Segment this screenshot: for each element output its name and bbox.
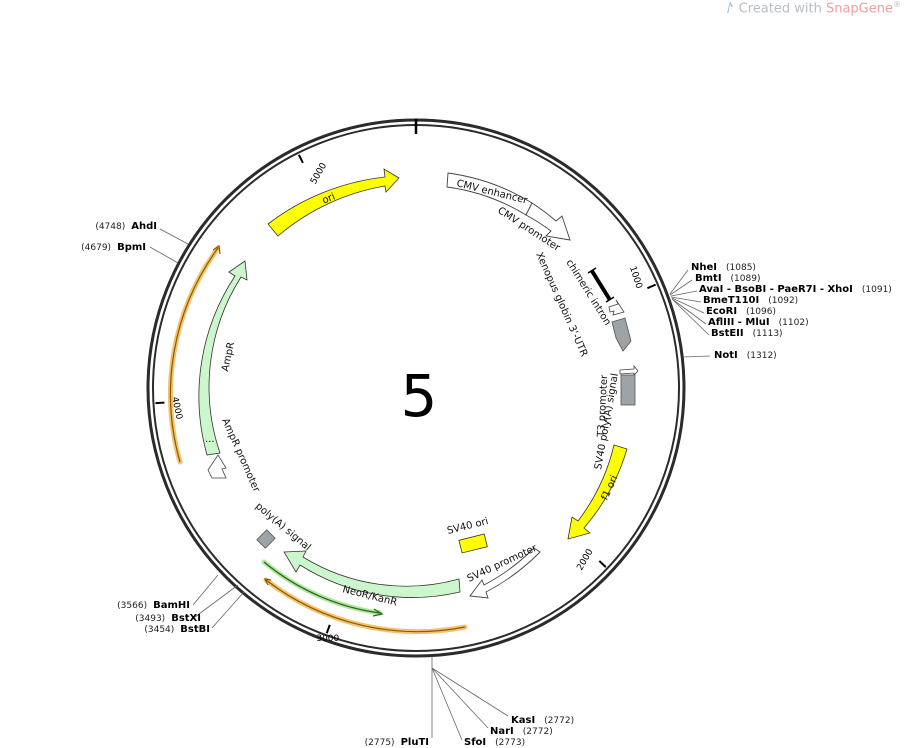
site-name[interactable]: KasI: [511, 715, 535, 726]
site-position: (1091): [862, 285, 892, 295]
site-name[interactable]: BmtI: [695, 273, 722, 284]
orf-line-neor: [261, 559, 384, 617]
feature-label-ori: ori: [321, 191, 337, 206]
site-position: (2775): [365, 738, 395, 748]
feature-label-ampr-promoter: AmpR promoter: [219, 417, 262, 495]
site-labels-bottom: KasI (2772)NarI (2772)SfoI (2773)PluTI(2775…: [365, 715, 574, 748]
site-name[interactable]: BstEII: [711, 328, 744, 339]
feature-ampr-ellipsis: ...: [205, 434, 215, 445]
feature-polya-signal[interactable]: poly(A) signal: [253, 501, 313, 554]
site-position: (2772): [544, 716, 574, 726]
feature-label-xenopus-utr: Xenopus globin 3'-UTR: [533, 251, 589, 359]
tick-mark: [297, 154, 304, 164]
site-name[interactable]: AvaI - BsoBI - PaeR7I - XhoI: [699, 284, 853, 295]
tick-mark: [325, 624, 331, 634]
site-position: (3454): [144, 625, 174, 635]
sites-right: [669, 269, 711, 358]
site-name[interactable]: SfoI: [464, 737, 486, 748]
site-leaders-left: [149, 228, 245, 629]
site-position: (3493): [135, 614, 165, 624]
site-position: (1113): [753, 329, 783, 339]
site-labels-left: AhdI (4748) BpmI (4679) BamHI (3566) BstXI (349…: [81, 221, 210, 635]
site-name[interactable]: PluTI: [401, 737, 429, 748]
site-name[interactable]: AhdI: [131, 221, 157, 232]
site-position: (1102): [779, 318, 809, 328]
feature-cmv-promoter[interactable]: CMV promoter: [495, 202, 571, 254]
site-name[interactable]: EcoRI: [706, 306, 737, 317]
site-name[interactable]: BstXI: [171, 613, 201, 624]
site-position: (1085): [726, 263, 756, 273]
orf-line-left: [168, 244, 221, 465]
watermark-mark: ®: [893, 0, 901, 9]
tick-label: 5000: [309, 161, 329, 186]
feature-neor-kanr[interactable]: NeoR/KanR: [283, 550, 461, 608]
site-labels-right: NheI (1085) BmtI (1089)AvaI - BsoBI - PaeR7…: [691, 262, 892, 361]
feature-label-cmv-enhancer: CMV enhancer: [455, 178, 529, 206]
feature-sv40-ori[interactable]: SV40 ori: [446, 516, 490, 554]
tick-mark: [646, 283, 657, 290]
site-position: (1312): [747, 351, 777, 361]
tick-mark: [155, 401, 165, 405]
feature-t3-promoter[interactable]: T3 promoter: [596, 364, 639, 438]
feature-sv40-promoter[interactable]: SV40 promoter: [466, 542, 541, 599]
site-name[interactable]: AflIII - MluI: [708, 317, 770, 328]
feature-small-promoter-arrow: [608, 299, 625, 316]
site-position: (3566): [117, 601, 147, 611]
plasmid-name: 5: [401, 362, 438, 430]
site-position: (1092): [768, 296, 798, 306]
watermark-prefix: Created with: [738, 1, 826, 17]
site-name[interactable]: NheI: [691, 262, 717, 273]
site-name[interactable]: NotI: [714, 350, 738, 361]
site-position: (4748): [95, 222, 125, 232]
site-name[interactable]: BstBI: [180, 624, 210, 635]
site-name[interactable]: NarI: [490, 726, 514, 737]
site-leaders-right: [669, 269, 711, 358]
site-position: (1089): [731, 274, 761, 284]
site-position: (4679): [81, 243, 111, 253]
feature-ori[interactable]: ori: [267, 168, 400, 237]
site-position: (1096): [746, 307, 776, 317]
site-position: (2772): [523, 727, 553, 737]
tick-label: 2000: [576, 547, 596, 572]
site-name[interactable]: BpmI: [117, 242, 146, 253]
feature-ampr-promoter[interactable]: AmpR promoter: [207, 417, 262, 495]
site-position: (2773): [495, 738, 525, 748]
feature-label-polya-signal: poly(A) signal: [253, 501, 313, 554]
snapgene-watermark: Created with SnapGene®: [725, 0, 901, 16]
tick-label: 3000: [316, 634, 339, 644]
watermark-brand: SnapGene: [825, 1, 893, 17]
site-name[interactable]: BmeT110I: [703, 295, 759, 306]
feature-label-ampr: AmpR: [220, 341, 237, 373]
feature-cmv-enhancer[interactable]: CMV enhancer: [446, 172, 533, 216]
feature-label-sv40-ori: SV40 ori: [446, 516, 490, 537]
feature-label-t3-promoter: T3 promoter: [596, 374, 610, 438]
site-name[interactable]: BamHI: [153, 600, 190, 611]
site-leaders-bottom: [431, 656, 509, 741]
snapgene-logo-icon: [726, 1, 733, 14]
orf-line-bottom: [263, 577, 468, 635]
tick-mark: [598, 560, 607, 568]
tick-label: 1000: [627, 265, 644, 290]
backbone: [146, 118, 686, 658]
